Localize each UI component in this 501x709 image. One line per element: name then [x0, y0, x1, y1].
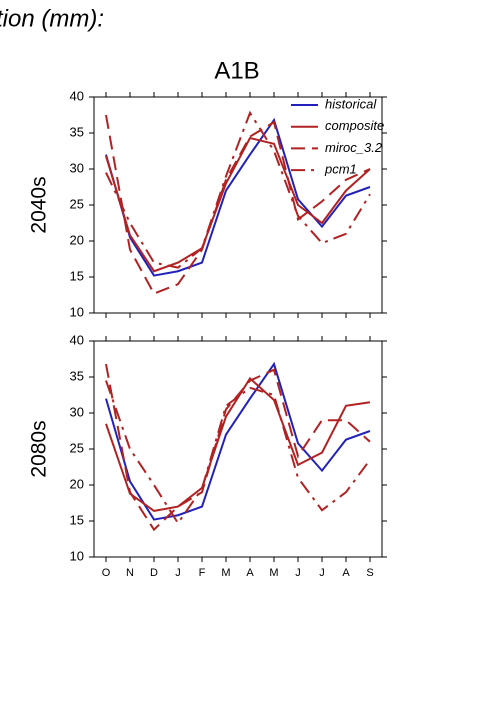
x-tick-label: S [366, 567, 373, 579]
series-line [105, 110, 371, 269]
series-line [105, 361, 371, 521]
y-tick-label: 40 [70, 332, 84, 347]
x-tick-label: N [126, 567, 134, 579]
y-tick-label: 25 [70, 196, 84, 211]
y-tick-label: 35 [70, 368, 84, 383]
legend-label: miroc_3.2 [325, 140, 383, 155]
x-tick-label: M [269, 567, 278, 579]
x-tick-label: A [246, 567, 254, 579]
series-line [105, 117, 371, 277]
chart-title: A1B [214, 57, 259, 84]
y-tick-label: 10 [70, 548, 84, 563]
y-tick-label: 25 [70, 440, 84, 455]
legend-label: composite [325, 118, 384, 133]
x-tick-label: A [342, 567, 350, 579]
y-tick-label: 40 [70, 88, 84, 103]
x-tick-label: O [102, 567, 111, 579]
page-title: tion (mm): [0, 5, 104, 32]
y-axis-label: 2040s [28, 176, 51, 233]
x-tick-label: D [150, 567, 158, 579]
series-line [105, 363, 371, 532]
x-tick-label: M [221, 567, 230, 579]
x-tick-label: J [319, 567, 325, 579]
legend-label: pcm1 [324, 162, 357, 177]
y-tick-label: 30 [70, 160, 84, 175]
x-tick-label: J [295, 567, 301, 579]
legend-label: historical [325, 96, 377, 111]
series-line [105, 114, 371, 295]
y-tick-label: 35 [70, 124, 84, 139]
y-axis-label: 2080s [28, 420, 51, 477]
x-tick-label: F [199, 567, 206, 579]
series-line [105, 380, 371, 525]
y-tick-label: 20 [70, 232, 84, 247]
y-tick-label: 15 [70, 512, 84, 527]
x-tick-label: J [175, 567, 181, 579]
y-tick-label: 10 [70, 304, 84, 319]
series-line [105, 136, 371, 273]
y-tick-label: 30 [70, 404, 84, 419]
series-line [105, 376, 371, 512]
y-tick-label: 20 [70, 476, 84, 491]
y-tick-label: 15 [70, 268, 84, 283]
